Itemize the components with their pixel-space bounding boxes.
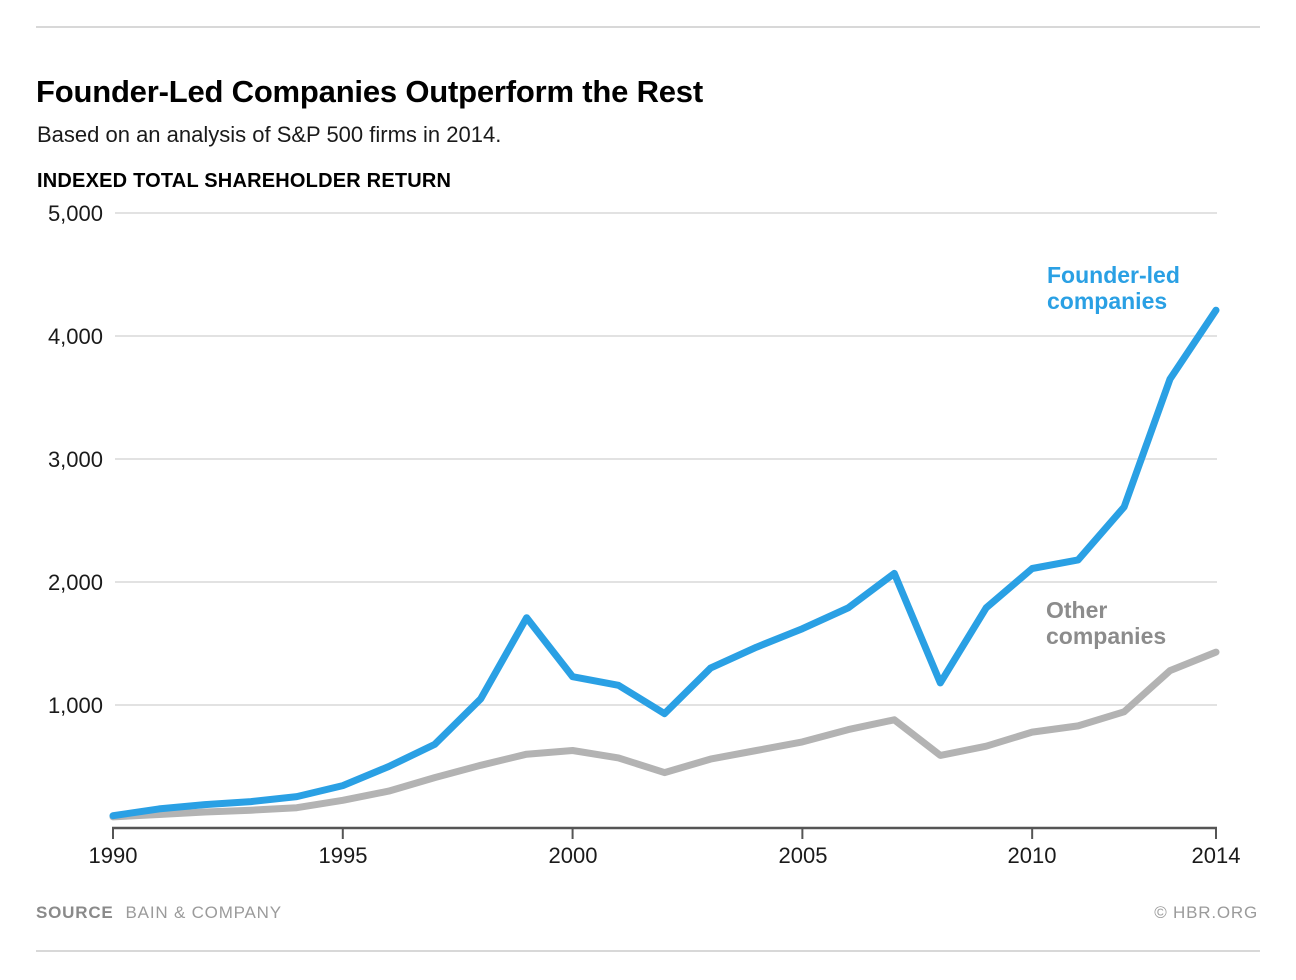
- x-tick-labels: 1990 1995 2000 2005 2010 2014: [89, 843, 1241, 868]
- source-value: BAIN & COMPANY: [125, 903, 282, 922]
- series-group: [109, 306, 1220, 821]
- x-tick-label: 2010: [1008, 843, 1057, 868]
- y-axis-title: INDEXED TOTAL SHAREHOLDER RETURN: [37, 170, 452, 192]
- x-tick-label: 2014: [1192, 843, 1241, 868]
- x-tick-label: 1995: [319, 843, 368, 868]
- y-tick-label: 5,000: [48, 201, 103, 226]
- y-tick-label: 2,000: [48, 570, 103, 595]
- y-tick-label: 1,000: [48, 693, 103, 718]
- x-axis-group: [112, 826, 1217, 839]
- other-series-label: Other companies: [1046, 597, 1167, 649]
- y-tick-labels: 5,000 4,000 3,000 2,000 1,000: [48, 201, 103, 718]
- founder-led-line: [109, 306, 1220, 820]
- hbr-credit: © HBR.ORG: [1154, 903, 1258, 922]
- y-tick-label: 4,000: [48, 324, 103, 349]
- page-subtitle: Based on an analysis of S&P 500 firms in…: [37, 122, 502, 147]
- other-companies-line: [109, 648, 1220, 821]
- bottom-rule: [36, 950, 1260, 952]
- page-title: Founder-Led Companies Outperform the Res…: [36, 73, 703, 109]
- source-label: SOURCE: [36, 903, 114, 922]
- gridlines-group: [115, 212, 1217, 706]
- x-tick-label: 2005: [779, 843, 828, 868]
- source-line: SOURCE BAIN & COMPANY: [36, 903, 282, 923]
- top-rule: [36, 26, 1260, 28]
- y-tick-label: 3,000: [48, 447, 103, 472]
- founder-led-series-label: Founder-led companies: [1047, 262, 1180, 314]
- x-tick-label: 2000: [549, 843, 598, 868]
- x-tick-label: 1990: [89, 843, 138, 868]
